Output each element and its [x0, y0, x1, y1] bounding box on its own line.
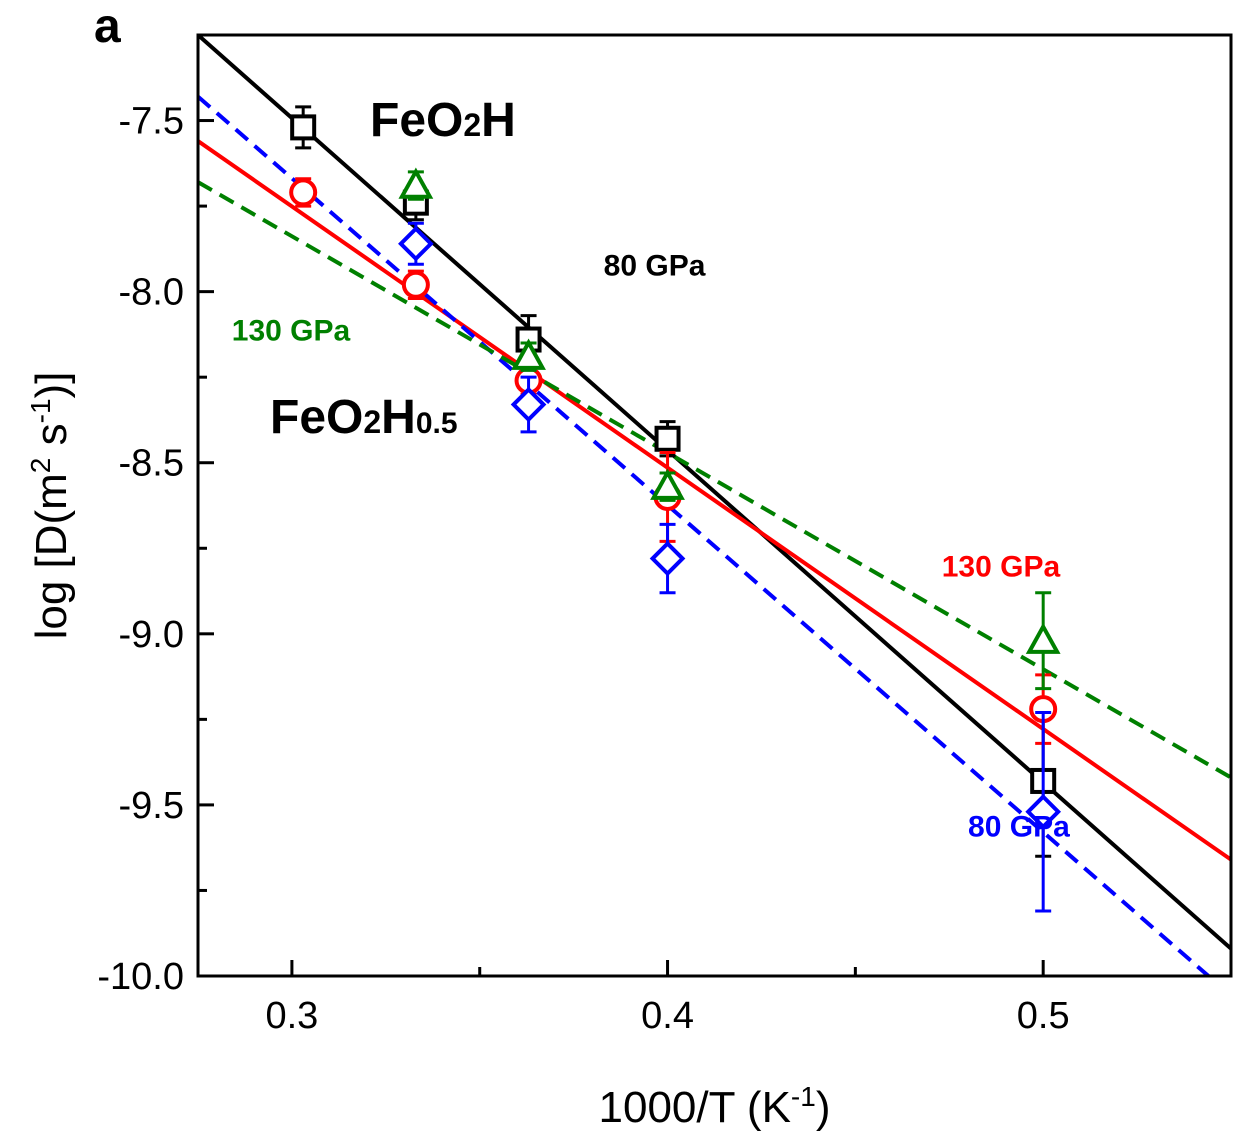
- plot-frame: [196, 33, 1233, 978]
- x-axis-title: 1000/T (K-1): [599, 1081, 831, 1132]
- y-tick-label: -8.0: [119, 272, 184, 314]
- plot-content: [198, 35, 1231, 976]
- y-tick-label: -10.0: [97, 956, 184, 998]
- labels: 1000/T (K-1) log [D(m2 s-1)] a FeO2H FeO2H0.…: [25, 0, 1070, 1132]
- data-point-circle: [401, 270, 430, 299]
- fit-line-2: [198, 95, 1210, 976]
- panel-label: a: [94, 0, 121, 53]
- data-point-triangle: [398, 167, 434, 199]
- compound-label-feo2h05: FeO2H0.5: [270, 391, 458, 444]
- data-point-triangle: [1025, 622, 1061, 654]
- x-tick-label: 0.5: [1017, 995, 1070, 1037]
- data-point-triangle: [650, 468, 685, 500]
- pressure-annotation-0: 80 GPa: [604, 249, 706, 282]
- series-2: [398, 221, 1062, 913]
- x-tick-label: 0.3: [265, 995, 318, 1037]
- axes: 0.3 0.4 0.5 -7.5 -8.0 -8.5 -9.0 -9.5 -10.0: [97, 33, 1233, 1037]
- y-axis-title: log [D(m2 s-1)]: [25, 372, 76, 640]
- y-tick-label: -9.0: [119, 614, 184, 656]
- data-point-diamond: [510, 386, 547, 423]
- data-point-triangle: [511, 338, 546, 370]
- pressure-annotation-1: 130 GPa: [232, 314, 351, 347]
- data-point-square: [290, 114, 317, 141]
- data-point-diamond: [649, 540, 686, 577]
- x-tick-label: 0.4: [641, 995, 694, 1037]
- fit-line-1: [198, 139, 1231, 862]
- series-3: [398, 167, 1061, 691]
- fit-line-0: [198, 35, 1231, 951]
- data-point-circle: [289, 178, 318, 207]
- pressure-annotation-2: 130 GPa: [942, 550, 1061, 583]
- y-tick-label: -8.5: [119, 443, 184, 485]
- data-point-square: [654, 425, 681, 452]
- pressure-annotation-3: 80 GPa: [968, 810, 1070, 843]
- data-point-diamond: [1025, 793, 1062, 830]
- fit-line-3: [198, 180, 1231, 780]
- y-tick-label: -9.5: [119, 785, 184, 827]
- y-tick-label: -7.5: [119, 101, 184, 143]
- data-point-diamond: [398, 225, 434, 262]
- compound-label-feo2h: FeO2H: [370, 94, 516, 147]
